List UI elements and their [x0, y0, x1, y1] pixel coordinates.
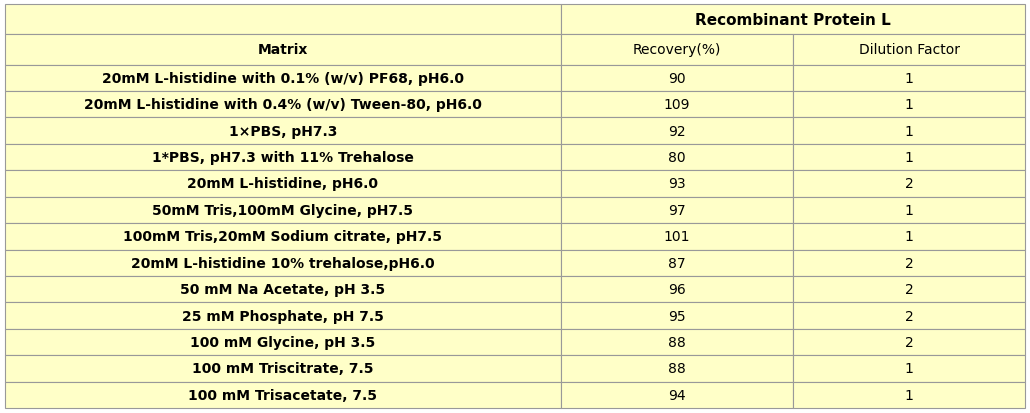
Bar: [5, 65, 561, 92]
Bar: [561, 250, 793, 276]
Bar: [793, 329, 1025, 355]
Text: 93: 93: [668, 177, 686, 191]
Text: 20mM L-histidine, pH6.0: 20mM L-histidine, pH6.0: [187, 177, 378, 191]
Text: 80: 80: [668, 151, 686, 165]
Bar: [5, 250, 561, 276]
Text: 25 mM Phosphate, pH 7.5: 25 mM Phosphate, pH 7.5: [182, 309, 384, 323]
Text: 92: 92: [668, 124, 686, 138]
Bar: [793, 65, 1025, 92]
Bar: [561, 197, 793, 223]
Bar: [561, 382, 793, 408]
Bar: [5, 35, 561, 65]
Bar: [793, 171, 1025, 197]
Bar: [5, 223, 561, 250]
Bar: [5, 197, 561, 223]
Text: 1: 1: [904, 124, 914, 138]
Bar: [5, 329, 561, 355]
Bar: [5, 303, 561, 329]
Text: 88: 88: [668, 361, 686, 375]
Text: 97: 97: [668, 203, 686, 217]
Text: 1×PBS, pH7.3: 1×PBS, pH7.3: [229, 124, 337, 138]
Bar: [5, 145, 561, 171]
Bar: [561, 145, 793, 171]
Bar: [793, 303, 1025, 329]
Text: 94: 94: [668, 388, 686, 402]
Bar: [5, 276, 561, 303]
Text: 1: 1: [904, 151, 914, 165]
Bar: [561, 355, 793, 382]
Text: 2: 2: [904, 282, 914, 297]
Bar: [561, 92, 793, 118]
Bar: [5, 382, 561, 408]
Text: 88: 88: [668, 335, 686, 349]
Text: 1: 1: [904, 203, 914, 217]
Text: 50mM Tris,100mM Glycine, pH7.5: 50mM Tris,100mM Glycine, pH7.5: [152, 203, 413, 217]
Text: 50 mM Na Acetate, pH 3.5: 50 mM Na Acetate, pH 3.5: [180, 282, 385, 297]
Bar: [561, 329, 793, 355]
Text: 100 mM Triscitrate, 7.5: 100 mM Triscitrate, 7.5: [193, 361, 374, 375]
Bar: [793, 118, 1025, 145]
Text: 87: 87: [668, 256, 686, 270]
Bar: [5, 355, 561, 382]
Text: 100 mM Trisacetate, 7.5: 100 mM Trisacetate, 7.5: [188, 388, 377, 402]
Bar: [5, 118, 561, 145]
Bar: [561, 303, 793, 329]
Bar: [561, 118, 793, 145]
Bar: [5, 92, 561, 118]
Bar: [561, 171, 793, 197]
Text: 1: 1: [904, 230, 914, 244]
Text: 100 mM Glycine, pH 3.5: 100 mM Glycine, pH 3.5: [191, 335, 376, 349]
Text: 1: 1: [904, 361, 914, 375]
Text: 20mM L-histidine with 0.1% (w/v) PF68, pH6.0: 20mM L-histidine with 0.1% (w/v) PF68, p…: [102, 71, 464, 85]
Text: Recovery(%): Recovery(%): [633, 43, 721, 57]
Bar: [561, 5, 1025, 35]
Text: 20mM L-histidine 10% trehalose,pH6.0: 20mM L-histidine 10% trehalose,pH6.0: [131, 256, 435, 270]
Text: Recombinant Protein L: Recombinant Protein L: [695, 13, 891, 28]
Text: 1: 1: [904, 98, 914, 112]
Bar: [793, 276, 1025, 303]
Bar: [561, 65, 793, 92]
Bar: [793, 250, 1025, 276]
Text: 109: 109: [664, 98, 690, 112]
Text: 96: 96: [668, 282, 686, 297]
Text: 2: 2: [904, 256, 914, 270]
Text: Matrix: Matrix: [258, 43, 308, 57]
Bar: [5, 5, 561, 35]
Text: 2: 2: [904, 309, 914, 323]
Bar: [793, 223, 1025, 250]
Text: 2: 2: [904, 335, 914, 349]
Text: 1: 1: [904, 71, 914, 85]
Text: 100mM Tris,20mM Sodium citrate, pH7.5: 100mM Tris,20mM Sodium citrate, pH7.5: [124, 230, 443, 244]
Bar: [793, 197, 1025, 223]
Bar: [793, 145, 1025, 171]
Text: 1*PBS, pH7.3 with 11% Trehalose: 1*PBS, pH7.3 with 11% Trehalose: [152, 151, 414, 165]
Text: 20mM L-histidine with 0.4% (w/v) Tween-80, pH6.0: 20mM L-histidine with 0.4% (w/v) Tween-8…: [84, 98, 482, 112]
Text: Dilution Factor: Dilution Factor: [859, 43, 960, 57]
Text: 101: 101: [664, 230, 690, 244]
Bar: [561, 35, 793, 65]
Bar: [793, 92, 1025, 118]
Text: 95: 95: [668, 309, 686, 323]
Bar: [793, 355, 1025, 382]
Bar: [561, 223, 793, 250]
Bar: [5, 171, 561, 197]
Text: 2: 2: [904, 177, 914, 191]
Bar: [793, 35, 1025, 65]
Text: 1: 1: [904, 388, 914, 402]
Text: 90: 90: [668, 71, 686, 85]
Bar: [793, 382, 1025, 408]
Bar: [561, 276, 793, 303]
